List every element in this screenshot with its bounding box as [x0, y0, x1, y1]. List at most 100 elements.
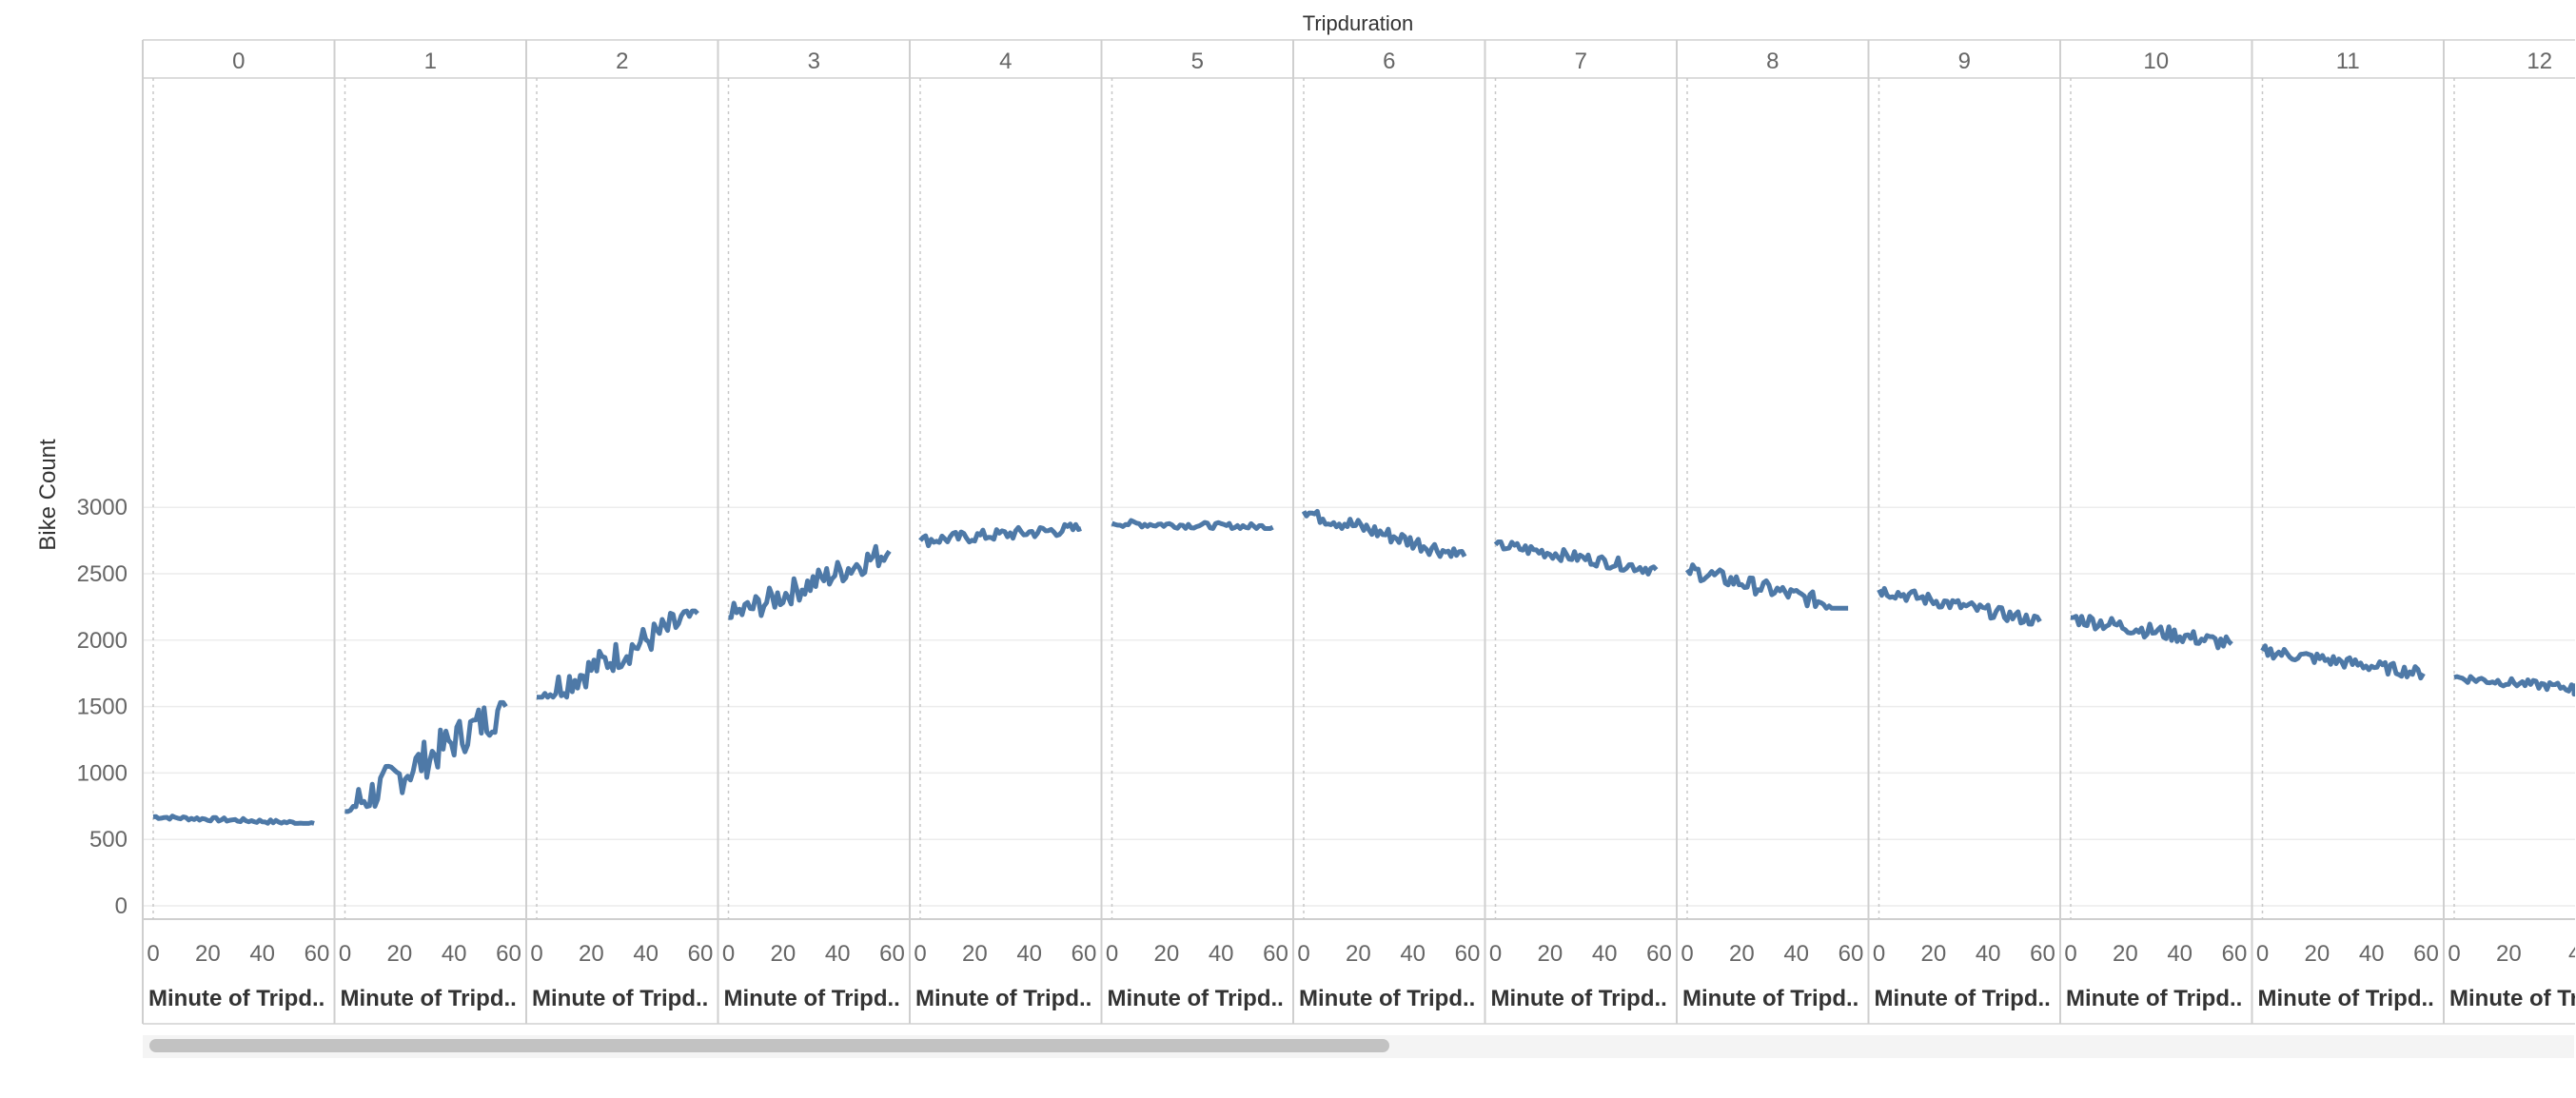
y-axis: 0 500 1000 1500 2000 2500 3000	[77, 495, 128, 919]
x-tick-label: 60	[1839, 941, 1864, 967]
x-tick-label: 60	[2222, 941, 2248, 967]
x-axis-title: Minute of Tripd..	[532, 986, 708, 1011]
series-line-hour-7	[1493, 539, 1659, 577]
column-header-title: Tripduration	[1303, 11, 1414, 35]
x-tick-label: 0	[2448, 941, 2460, 967]
series-line-hour-2	[537, 608, 699, 700]
x-tick-label: 0	[2064, 941, 2076, 967]
x-tick-label: 60	[2030, 941, 2055, 967]
x-axis-title: Minute of Tripd..	[1875, 986, 2051, 1011]
x-tick-label: 0	[1873, 941, 1885, 967]
pane-header-7: 7	[1575, 49, 1587, 74]
pane-header-5: 5	[1191, 49, 1204, 74]
x-tick-label: 60	[1072, 941, 1097, 967]
x-tick-label: 0	[1297, 941, 1309, 967]
pane-header-8: 8	[1766, 49, 1779, 74]
x-tick-label: 20	[2496, 941, 2522, 967]
x-tick-label: 20	[962, 941, 988, 967]
pane-header-0: 0	[232, 49, 245, 74]
pane-header-4: 4	[999, 49, 1012, 74]
x-axis-title: Minute of Tripd..	[2066, 986, 2242, 1011]
x-tick-label: 20	[579, 941, 604, 967]
x-tick-label: 40	[1592, 941, 1618, 967]
scrollbar-thumb[interactable]	[149, 1039, 1389, 1052]
x-tick-label: 60	[2413, 941, 2439, 967]
pane-header-2: 2	[616, 49, 628, 74]
x-tick-label: 40	[2167, 941, 2193, 967]
x-tick-label: 20	[1729, 941, 1755, 967]
x-tick-label: 20	[770, 941, 796, 967]
x-tick-label: 20	[1346, 941, 1371, 967]
x-tick-label: 20	[386, 941, 412, 967]
x-tick-label: 0	[339, 941, 351, 967]
series-line-hour-12	[2453, 674, 2576, 697]
x-axis-title: Minute of Tripd..	[724, 986, 900, 1011]
x-tick-label: 60	[1455, 941, 1481, 967]
pane-header-9: 9	[1958, 49, 1971, 74]
series-line-hour-5	[1111, 518, 1274, 531]
x-tick-label: 4	[2568, 941, 2576, 967]
x-tick-label: 40	[1783, 941, 1809, 967]
x-tick-label: 20	[1920, 941, 1946, 967]
x-tick-label: 40	[1400, 941, 1426, 967]
x-tick-label: 40	[825, 941, 851, 967]
x-axis-title: Minute of Tripd..	[2258, 986, 2434, 1011]
y-tick-label: 0	[115, 893, 128, 919]
x-tick-label: 40	[633, 941, 659, 967]
x-tick-label: 0	[530, 941, 542, 967]
series-line-hour-3	[728, 543, 892, 620]
x-tick-label: 20	[2113, 941, 2138, 967]
x-tick-label: 60	[1263, 941, 1288, 967]
y-tick-label: 2000	[77, 628, 128, 654]
x-tick-label: 0	[2256, 941, 2269, 967]
x-tick-label: 0	[147, 941, 159, 967]
y-axis-title: Bike Count	[35, 439, 61, 551]
pane-header-1: 1	[424, 49, 437, 74]
x-tick-label: 0	[914, 941, 926, 967]
y-tick-label: 500	[89, 827, 128, 853]
series-line-hour-8	[1684, 562, 1849, 611]
x-axis-title: Minute of Tripd..	[1108, 986, 1284, 1011]
series-line-hour-6	[1301, 508, 1467, 559]
x-tick-label: 20	[1153, 941, 1179, 967]
x-tick-label: 0	[722, 941, 735, 967]
series-line-hour-9	[1877, 585, 2042, 627]
x-tick-label: 40	[2359, 941, 2385, 967]
x-axis-title: Minute of Tripd..	[148, 986, 324, 1011]
x-tick-label: 60	[496, 941, 521, 967]
pane-header-10: 10	[2143, 49, 2169, 74]
y-tick-label: 1500	[77, 695, 128, 720]
x-tick-label: 40	[249, 941, 275, 967]
x-axis-title: Minute of Tripd..	[915, 986, 1091, 1011]
x-tick-label: 40	[1976, 941, 2001, 967]
gridlines	[143, 506, 2576, 907]
x-axis-title: Minute of Tripd..	[1682, 986, 1858, 1011]
y-tick-label: 1000	[77, 760, 128, 786]
pane-frames	[142, 39, 2576, 1025]
series-lines	[152, 508, 2576, 826]
pane-header-12: 12	[2527, 49, 2552, 74]
x-tick-label: 0	[1106, 941, 1118, 967]
x-tick-label: 20	[1537, 941, 1563, 967]
pane-header-3: 3	[808, 49, 820, 74]
y-tick-label: 3000	[77, 495, 128, 520]
x-tick-label: 60	[688, 941, 714, 967]
x-tick-label: 40	[1209, 941, 1234, 967]
series-line-hour-4	[918, 521, 1082, 549]
series-line-hour-1	[344, 699, 508, 814]
series-line-hour-11	[2260, 643, 2426, 681]
horizontal-scrollbar[interactable]	[143, 1035, 2574, 1058]
x-tick-label: 60	[1646, 941, 1672, 967]
x-tick-label: 20	[195, 941, 221, 967]
x-tick-label: 60	[879, 941, 905, 967]
x-axis-title: Minute of Tripd..	[1491, 986, 1667, 1011]
series-line-hour-10	[2070, 614, 2233, 651]
x-tick-label: 40	[1016, 941, 1042, 967]
y-tick-label: 2500	[77, 561, 128, 587]
x-tick-label: 0	[1489, 941, 1502, 967]
x-axis-title: Minute of Tripd..	[341, 986, 517, 1011]
x-axis-title: Minute of Tripd..	[2449, 986, 2576, 1011]
x-tick-label: 20	[2304, 941, 2330, 967]
